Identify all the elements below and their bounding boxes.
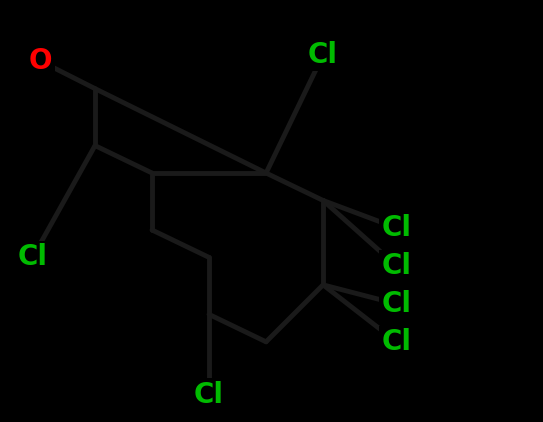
Text: Cl: Cl bbox=[381, 328, 412, 356]
Text: Cl: Cl bbox=[381, 290, 412, 318]
Text: Cl: Cl bbox=[381, 214, 412, 242]
Text: O: O bbox=[29, 47, 53, 75]
Text: Cl: Cl bbox=[381, 252, 412, 280]
Text: Cl: Cl bbox=[17, 243, 48, 271]
Text: Cl: Cl bbox=[194, 381, 224, 408]
Text: Cl: Cl bbox=[308, 41, 338, 69]
